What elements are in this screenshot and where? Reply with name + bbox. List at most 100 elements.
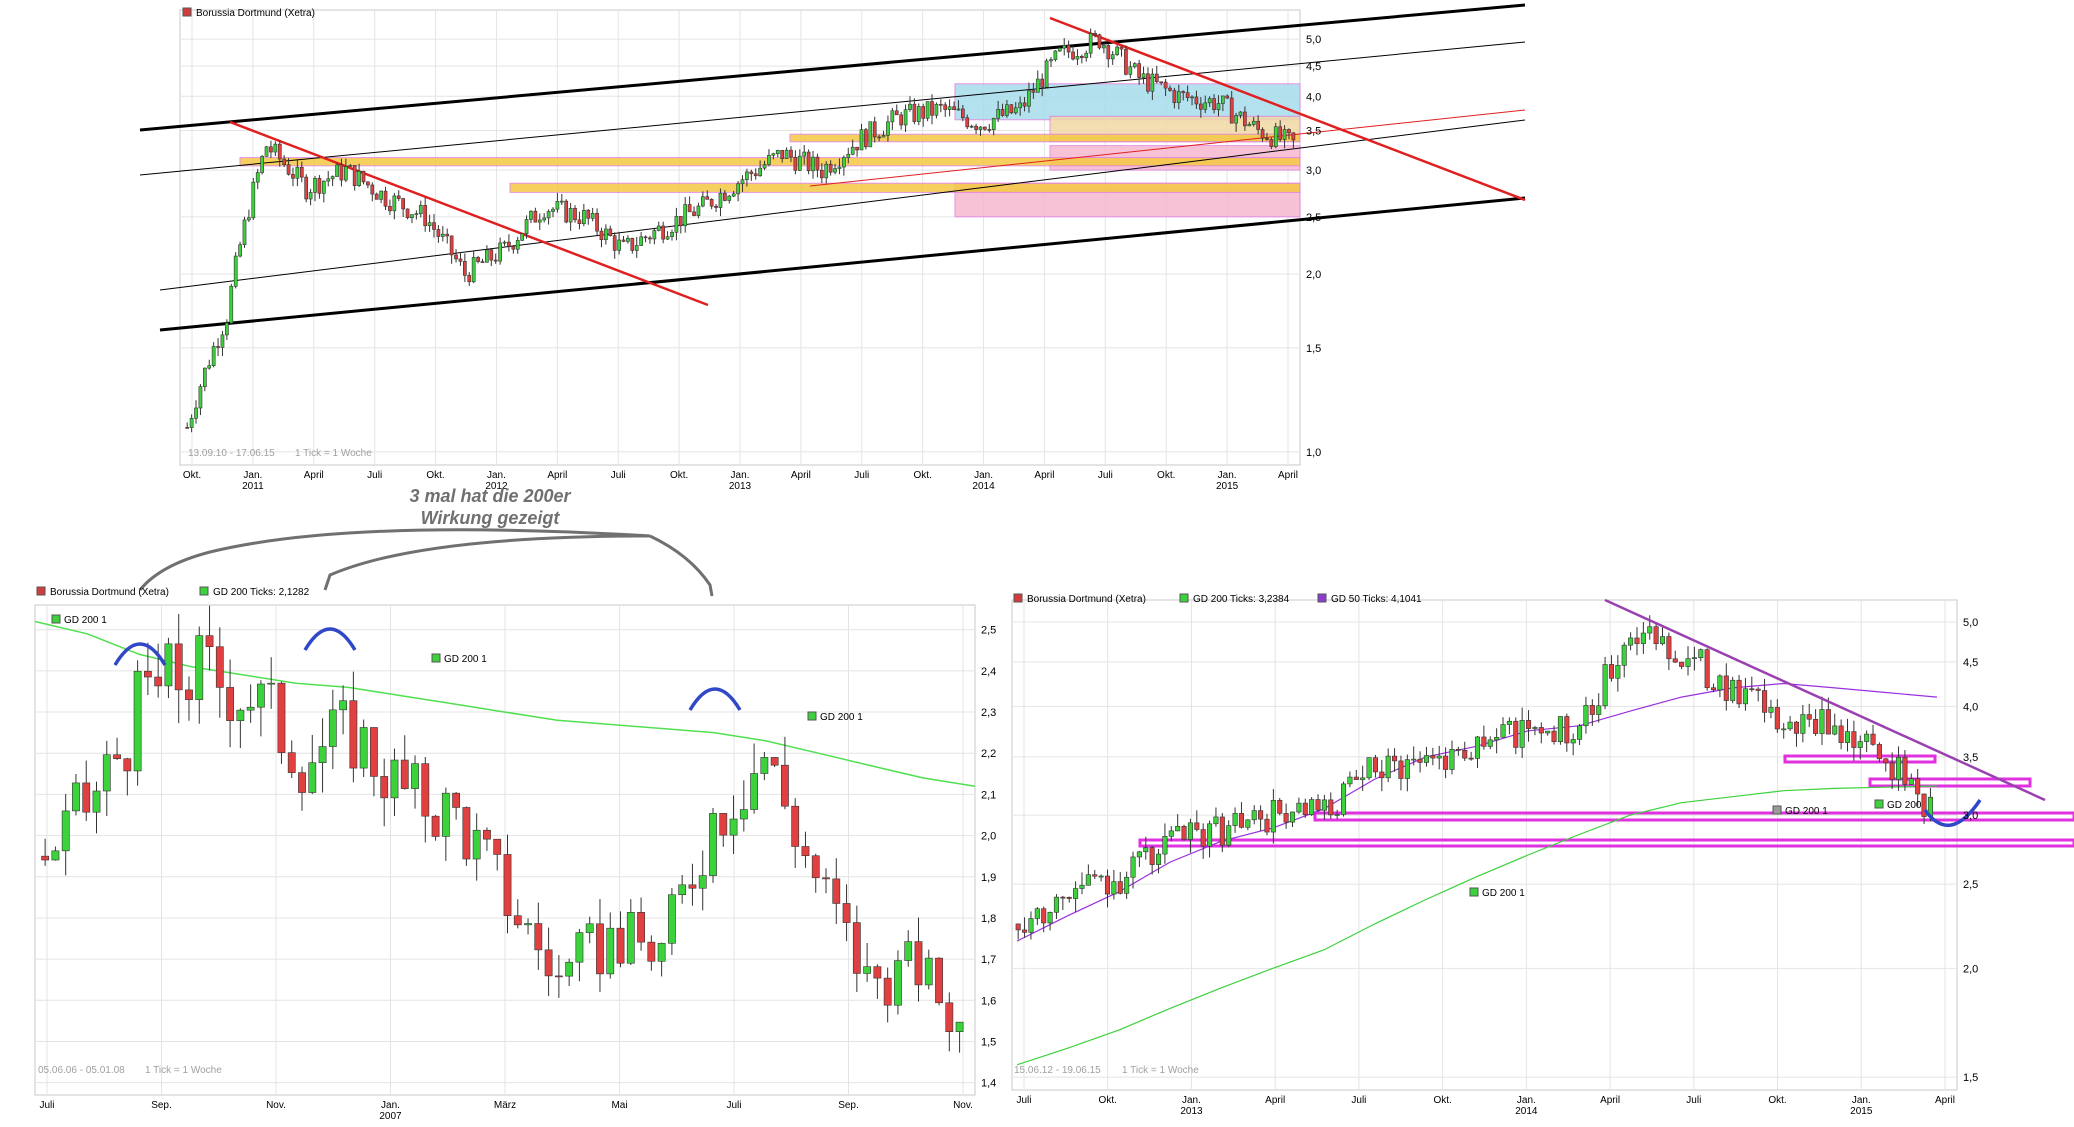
candle-body — [349, 700, 358, 769]
candle-body — [493, 259, 498, 262]
candle-body — [1132, 63, 1137, 68]
tick-info: 1 Tick = 1 Woche — [145, 1065, 222, 1076]
candle-body — [1372, 757, 1378, 773]
candle-body — [1216, 103, 1221, 111]
ma200-line — [34, 620, 976, 787]
x-tick-label: Juli — [367, 470, 382, 481]
candle-body — [357, 170, 361, 186]
candle-body — [819, 169, 824, 179]
candle-body — [750, 773, 758, 810]
candle-body — [1589, 705, 1595, 715]
candle-body — [947, 106, 952, 110]
candle-body — [339, 164, 344, 181]
x-tick-label: Jan. — [1517, 1095, 1536, 1106]
candle-body — [198, 386, 203, 409]
y-tick-label: 1,8 — [981, 913, 996, 925]
date-range: 13.09.10 - 17.06.15 — [188, 448, 275, 459]
candle-body — [1265, 138, 1269, 140]
candle-body — [529, 210, 533, 220]
candle-body — [1366, 757, 1372, 779]
candle-body — [771, 153, 776, 156]
candle-body — [471, 257, 476, 283]
chart-2006-2008-svg: 1,4 1,5 1,6 1,7 1,8 1,9 2,0 2,1 2,2 2,3 2,4 2,5 Jul… — [34, 586, 996, 1122]
candle-body — [1162, 835, 1168, 855]
candle-body — [374, 193, 379, 200]
candle-body — [1494, 736, 1500, 741]
candle-body — [815, 156, 820, 171]
x-tick-label: Okt. — [913, 470, 931, 481]
x-tick-label: Juli — [726, 1100, 741, 1111]
candle-body — [904, 941, 913, 961]
x-tick-label: April — [791, 470, 811, 481]
annotation: 3 mal hat die 200er Wirkung gezeigt — [0, 480, 1000, 600]
candle-body — [551, 208, 555, 212]
candle-body — [983, 126, 987, 130]
candle-body — [1755, 688, 1761, 691]
candle-body — [1519, 720, 1525, 748]
candle-body — [1787, 721, 1793, 730]
candle-body — [1128, 66, 1133, 75]
candle-body — [852, 922, 861, 974]
candle-body — [784, 149, 789, 159]
ma-tag — [51, 614, 61, 624]
candle-body — [143, 670, 152, 678]
candle-body — [1417, 758, 1423, 763]
candle-body — [718, 192, 723, 208]
candle-body — [1302, 802, 1308, 816]
candle-body — [1130, 856, 1136, 878]
candle-body — [1436, 755, 1442, 759]
candle-body — [1577, 725, 1583, 740]
candle-body — [1506, 720, 1512, 725]
y-tick-label: 5,0 — [1963, 617, 1978, 629]
candle-body — [670, 231, 674, 237]
legend-label-ma200: GD 200 Ticks: 2,1282 — [213, 587, 310, 598]
candle-body — [1500, 724, 1506, 738]
candle-body — [1838, 725, 1844, 743]
candle-body — [1321, 799, 1327, 811]
support-box — [1138, 838, 2074, 848]
candle-body — [1022, 102, 1027, 107]
candle-body — [1124, 876, 1130, 894]
candle-body — [1084, 52, 1089, 59]
candle-body — [872, 121, 877, 138]
candle-body — [467, 275, 472, 283]
candle-body — [770, 757, 779, 766]
candle-body — [991, 118, 996, 131]
candle-body — [330, 176, 335, 180]
candle-body — [1207, 98, 1212, 104]
candle-body — [1229, 97, 1234, 124]
candle-body — [226, 687, 234, 721]
candle-body — [123, 758, 132, 772]
candle-body — [1793, 721, 1799, 734]
candle-body — [969, 125, 974, 128]
candle-body — [370, 727, 378, 777]
candle-body — [401, 198, 405, 210]
candle-body — [194, 407, 198, 419]
candle-body — [599, 230, 604, 241]
candle-body — [1423, 755, 1429, 763]
candle-body — [780, 150, 785, 159]
candle-body — [463, 261, 467, 276]
candle-body — [930, 101, 934, 116]
candle-body — [1602, 664, 1608, 707]
y-tick-label: 1,5 — [1306, 343, 1321, 355]
candle-body — [1071, 51, 1075, 60]
candle-body — [1225, 95, 1230, 99]
candle-body — [604, 228, 608, 241]
candle-body — [1749, 688, 1755, 691]
candle-body — [643, 236, 648, 239]
ma-label: GD 200 1 — [1785, 806, 1828, 817]
candle-body — [1360, 777, 1366, 780]
candle-body — [1270, 799, 1276, 833]
candle-body — [1653, 626, 1659, 645]
x-tick-label: Jan. — [1182, 1095, 1201, 1106]
candle-body — [775, 150, 780, 155]
candle-body — [612, 235, 617, 251]
candle-body — [462, 807, 471, 860]
candle-body — [1057, 47, 1062, 52]
candle-body — [1251, 120, 1256, 125]
candle-body — [1111, 881, 1117, 895]
candle-body — [943, 104, 948, 110]
candle-body — [1538, 727, 1544, 734]
ma-tag — [807, 711, 817, 721]
